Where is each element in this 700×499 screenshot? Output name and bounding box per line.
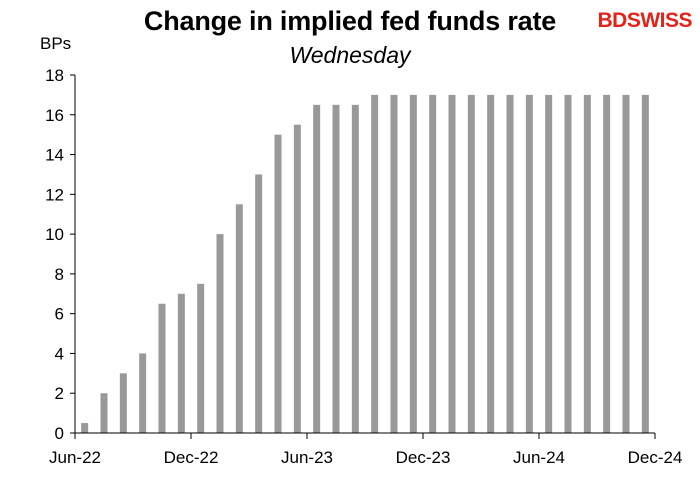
x-tick-label-0: Jun-22 — [49, 448, 101, 467]
y-tick-label-16: 16 — [45, 106, 64, 125]
bar-27 — [603, 94, 611, 433]
bar-8 — [235, 204, 243, 433]
x-tick-label-2: Jun-23 — [281, 448, 333, 467]
brand-logo: BDSWISS — [597, 9, 692, 33]
chart-subtitle: Wednesday — [289, 42, 411, 68]
bar-18 — [429, 94, 437, 433]
y-tick-label-18: 18 — [45, 66, 64, 85]
bars-group — [81, 94, 649, 434]
bar-9 — [255, 174, 263, 433]
logo-bd-text: BD — [597, 9, 627, 32]
bar-0 — [81, 423, 89, 433]
bar-1 — [100, 393, 108, 433]
y-tick-label-8: 8 — [55, 265, 64, 284]
bar-15 — [371, 94, 379, 433]
bar-12 — [313, 104, 321, 433]
bar-25 — [564, 94, 572, 433]
logo-swiss-text: SWISS — [626, 9, 693, 32]
bar-16 — [390, 94, 398, 433]
y-tick-label-4: 4 — [55, 344, 64, 363]
bar-14 — [351, 104, 359, 433]
x-tick-label-1: Dec-22 — [164, 448, 219, 467]
bar-2 — [119, 373, 127, 433]
bar-23 — [525, 94, 533, 433]
bar-24 — [545, 94, 553, 433]
y-tick-label-12: 12 — [45, 185, 64, 204]
y-tick-label-10: 10 — [45, 225, 64, 244]
bar-4 — [158, 303, 166, 433]
bar-20 — [467, 94, 475, 433]
y-tick-label-2: 2 — [55, 384, 64, 403]
bar-19 — [448, 94, 456, 433]
chart-title: Change in implied fed funds rate — [143, 6, 557, 36]
x-tick-label-4: Jun-24 — [513, 448, 565, 467]
y-tick-label-14: 14 — [45, 146, 64, 165]
bar-10 — [274, 134, 282, 434]
y-tick-label-6: 6 — [55, 305, 64, 324]
y-axis-unit-label: BPs — [40, 34, 72, 53]
bar-26 — [583, 94, 591, 433]
x-tick-label-5: Dec-24 — [628, 448, 683, 467]
bar-3 — [139, 353, 147, 433]
x-tick-label-3: Dec-23 — [396, 448, 451, 467]
bar-29 — [641, 94, 649, 433]
bar-13 — [332, 104, 340, 433]
bar-21 — [487, 94, 495, 433]
bar-5 — [177, 293, 185, 433]
y-tick-label-0: 0 — [55, 424, 64, 443]
bar-28 — [622, 94, 630, 433]
bar-22 — [506, 94, 514, 433]
bar-17 — [409, 94, 417, 433]
bar-7 — [216, 234, 224, 433]
bar-11 — [293, 124, 301, 433]
axes-group: 0 2 4 6 8 10 12 14 16 18 Jun-22 Dec-22 Jun-23 Dec-23 J… — [45, 66, 682, 467]
bar-6 — [197, 283, 205, 433]
